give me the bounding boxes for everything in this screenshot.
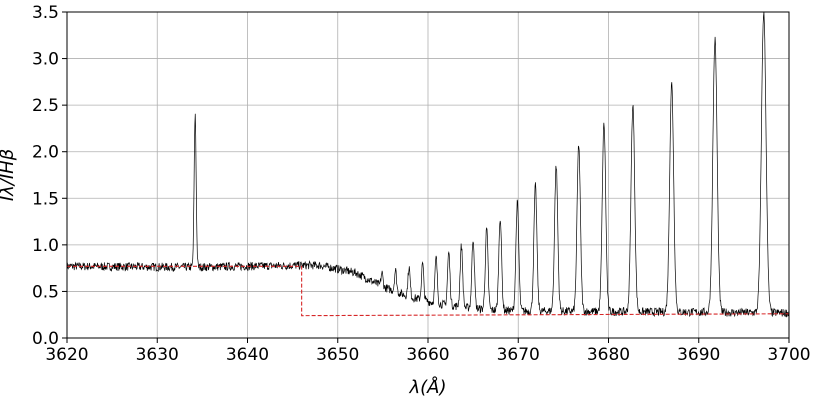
y-axis-label: Iλ/IHβ bbox=[0, 149, 18, 201]
x-tick-label: 3640 bbox=[226, 345, 269, 365]
x-axis-ticks: 3620 3630 3640 3650 3660 3670 3680 3690 3700 bbox=[45, 338, 811, 365]
x-tick-label: 3620 bbox=[45, 345, 88, 365]
y-tick-label: 1.5 bbox=[32, 189, 59, 209]
model-dashed-line bbox=[67, 265, 790, 317]
x-tick-label: 3630 bbox=[136, 345, 179, 365]
spectrum-line bbox=[66, 11, 790, 318]
y-axis-ticks: 0.0 0.5 1.0 1.5 2.0 2.5 3.0 3.5 bbox=[32, 3, 67, 349]
x-tick-label: 3700 bbox=[767, 345, 810, 365]
y-tick-label: 2.5 bbox=[32, 96, 59, 116]
x-tick-label: 3660 bbox=[406, 345, 449, 365]
y-tick-label: 1.0 bbox=[32, 236, 59, 256]
x-axis-label: λ(Å) bbox=[408, 376, 446, 398]
y-tick-label: 0.5 bbox=[32, 282, 59, 302]
x-tick-label: 3650 bbox=[316, 345, 359, 365]
x-tick-label: 3670 bbox=[497, 345, 540, 365]
y-tick-label: 0.0 bbox=[32, 329, 59, 349]
y-tick-label: 2.0 bbox=[32, 143, 59, 163]
series-group bbox=[66, 11, 790, 318]
y-tick-label: 3.0 bbox=[32, 50, 59, 70]
x-tick-label: 3680 bbox=[587, 345, 630, 365]
grid bbox=[66, 11, 790, 339]
x-tick-label: 3690 bbox=[677, 345, 720, 365]
y-tick-label: 3.5 bbox=[32, 3, 59, 23]
